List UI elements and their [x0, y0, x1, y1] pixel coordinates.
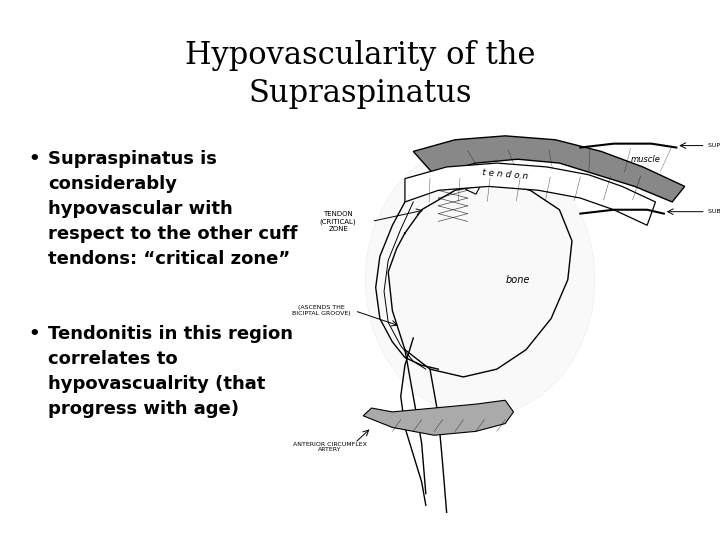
Text: Supraspinatus is
considerably
hypovascular with
respect to the other cuff
tendon: Supraspinatus is considerably hypovascul…	[48, 150, 297, 268]
Polygon shape	[363, 400, 513, 435]
Polygon shape	[413, 136, 685, 202]
Text: (ASCENDS THE
BICIPTAL GROOVE): (ASCENDS THE BICIPTAL GROOVE)	[292, 306, 351, 316]
Text: Tendonitis in this region
correlates to
hypovascualrity (that
progress with age): Tendonitis in this region correlates to …	[48, 325, 293, 418]
Text: SUPRASCAPULAR ARTERY: SUPRASCAPULAR ARTERY	[706, 143, 720, 148]
Text: muscle: muscle	[631, 154, 660, 164]
Text: TENDON
(CRITICAL)
ZONE: TENDON (CRITICAL) ZONE	[320, 211, 356, 232]
Text: t e n d o n: t e n d o n	[482, 168, 528, 181]
Polygon shape	[405, 163, 655, 225]
Ellipse shape	[365, 144, 595, 416]
Text: •: •	[28, 325, 40, 343]
Text: Hypovascularity of the
Supraspinatus: Hypovascularity of the Supraspinatus	[185, 40, 535, 109]
Text: •: •	[28, 150, 40, 168]
Text: SUBSCAPULAR ARTERY: SUBSCAPULAR ARTERY	[706, 209, 720, 214]
Text: ANTERIOR CIRCUMFLEX
ARTERY: ANTERIOR CIRCUMFLEX ARTERY	[293, 442, 366, 453]
Text: bone: bone	[505, 275, 530, 285]
